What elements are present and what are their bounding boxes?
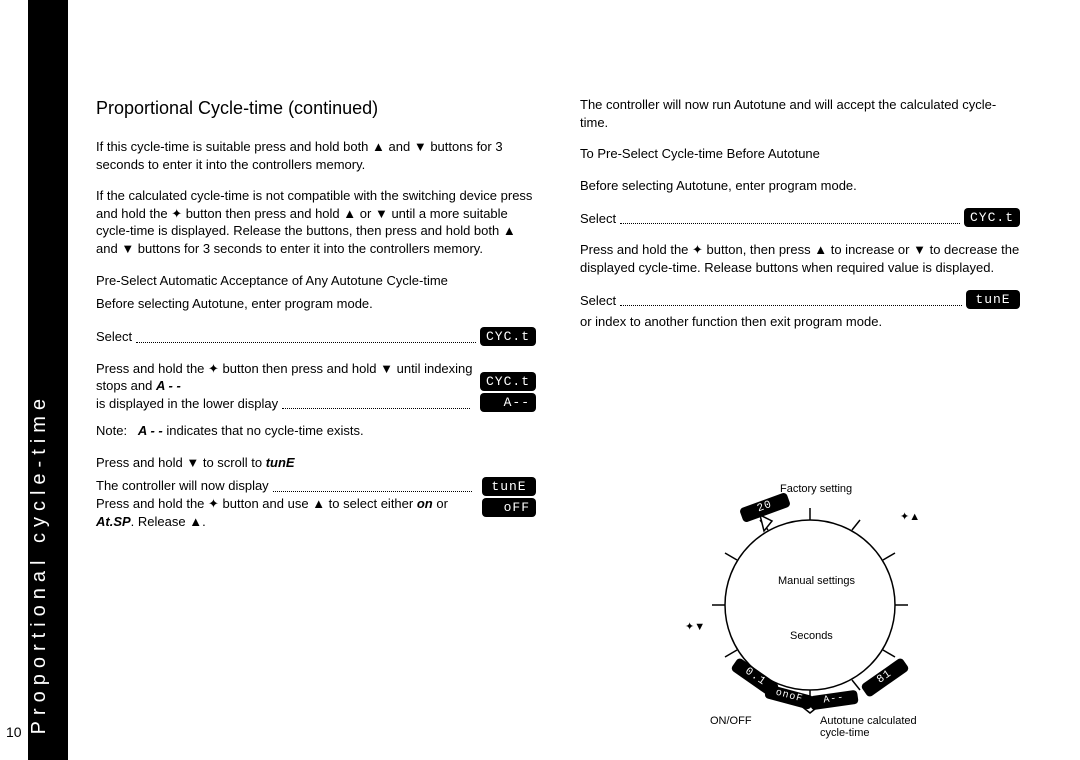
text: Autotune calculated [820,715,917,727]
paragraph: If the calculated cycle-time is not comp… [96,187,536,257]
star-down-icon [685,620,705,633]
lcd-display: CYC.t [480,372,536,391]
text: or [433,496,448,511]
paragraph: Before selecting Autotune, enter program… [580,177,1020,195]
label: Select [580,210,616,228]
text: Press and hold the [580,242,692,257]
page-number: 10 [6,724,22,740]
subheading: To Pre-Select Cycle-time Before Autotune [580,145,1020,163]
text: to increase or [827,242,913,257]
text: button, then press [703,242,814,257]
text: button and use [219,496,312,511]
label: Select [580,292,616,310]
text: buttons for 3 seconds to enter it into t… [134,241,483,256]
lcd-display: oFF [482,498,536,517]
dial-label-auto: Autotune calculated cycle-time [820,715,917,739]
paragraph: or index to another function then exit p… [580,313,1020,331]
paragraph: If this cycle-time is suitable press and… [96,138,536,173]
select-row: Select tunE [580,290,1020,309]
text: button then press and hold [219,361,380,376]
triangle-up-icon [189,514,202,529]
star-icon [208,496,219,511]
dial-label-factory: Factory setting [780,483,852,495]
dial-label-manual: Manual settings [778,575,855,587]
leader-dots [273,490,472,492]
subheading: Pre-Select Automatic Acceptance of Any A… [96,272,536,290]
page: Proportional cycle-time 10 Proportional … [0,0,1080,760]
dial-diagram: 20 0.1 onoF A-- 81 Factory setting Manua… [660,475,960,735]
note: Note: A - - indicates that no cycle-time… [96,422,536,440]
column-left: Proportional Cycle-time (continued) If t… [96,96,536,536]
text: indicates that no cycle-time exists. [166,423,363,438]
star-icon [692,242,703,257]
text-strong: A - - [156,378,181,393]
lcd-display: CYC.t [480,327,536,346]
triangle-down-icon [186,455,199,470]
triangle-down-icon [121,241,134,256]
text: to scroll to [199,455,265,470]
triangle-down-icon [380,361,393,376]
dial-label-onoff: ON/OFF [710,715,752,727]
leader-dots [282,407,470,409]
star-icon [171,206,182,221]
triangle-down-icon [913,242,926,257]
note-label: Note: [96,423,127,438]
text-em: At.SP [96,514,131,529]
select-row: Select CYC.t [580,208,1020,227]
triangle-down-icon [414,139,427,154]
side-title: Proportional cycle-time [28,393,68,750]
text: is displayed in the lower display [96,395,278,413]
paragraph: Press and hold the button and use to sel… [96,495,476,530]
text: or [356,206,375,221]
triangle-up-icon [814,242,827,257]
text: Press and hold [96,455,186,470]
text: The controller will now display [96,477,269,495]
text: Press and hold the [96,496,208,511]
paragraph: The controller will now run Autotune and… [580,96,1020,131]
text: . Release [131,514,190,529]
triangle-up-icon [312,496,325,511]
text: Press and hold the [96,361,208,376]
leader-dots [620,222,960,224]
text-strong: A - - [138,423,163,438]
leader-dots [136,341,476,343]
star-up-icon [900,510,920,523]
column-right: The controller will now run Autotune and… [580,96,1020,345]
triangle-up-icon [343,206,356,221]
lcd-display: tunE [966,290,1020,309]
lcd-display: CYC.t [964,208,1020,227]
select-row: Select CYC.t [96,327,536,346]
dial-label-seconds: Seconds [790,630,833,642]
triangle-up-icon [372,139,385,154]
lcd-display: A-- [480,393,536,412]
star-icon [208,361,219,376]
page-title: Proportional Cycle-time (continued) [96,96,536,120]
triangle-down-icon [375,206,388,221]
leader-dots [620,304,962,306]
text: to select either [325,496,417,511]
text: . [202,514,206,529]
text: cycle-time [820,727,870,739]
paragraph: Press and hold to scroll to tunE [96,454,536,472]
lcd-stack: tunE oFF [482,477,536,517]
text-em: tunE [266,455,295,470]
text: If this cycle-time is suitable press and… [96,139,372,154]
text: and [385,139,414,154]
label: Select [96,328,132,346]
lcd-display: tunE [482,477,536,496]
triangle-up-icon [503,223,516,238]
paragraph: Press and hold the button, then press to… [580,241,1020,276]
text-em: on [417,496,433,511]
lcd-stack: CYC.t A-- [480,372,536,412]
text: button then press and hold [182,206,343,221]
paragraph: Before selecting Autotune, enter program… [96,295,536,313]
text: and [96,241,121,256]
